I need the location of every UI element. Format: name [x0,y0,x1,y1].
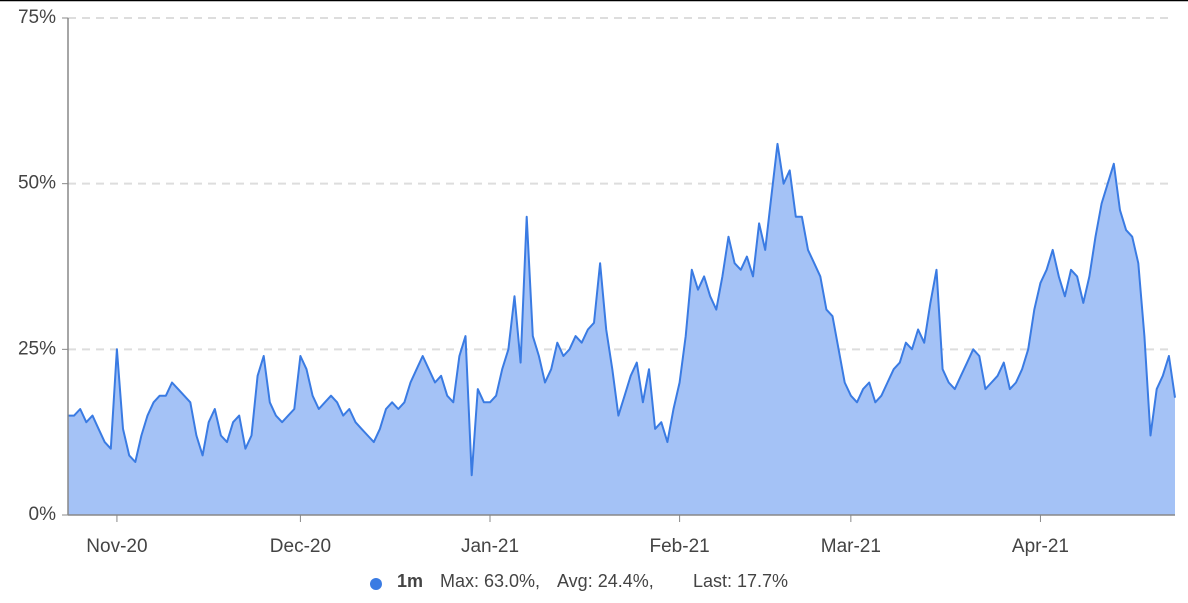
x-tick-label: Feb-21 [650,536,710,557]
legend-stat: Avg: 24.4%, [557,571,654,591]
line [68,142,1176,477]
y-tick-label: 75% [18,7,56,28]
legend-marker [370,578,382,590]
area [68,143,1175,515]
y-tick-label: 25% [18,338,56,359]
legend-label: 1m [397,571,423,591]
y-tick-label: 0% [29,504,57,525]
x-tick-label: Dec-20 [270,536,331,557]
x-tick-label: Mar-21 [821,536,881,557]
x-tick-label: Jan-21 [461,536,519,557]
x-tick-label: Nov-20 [86,536,147,557]
legend-stat: Max: 63.0%, [440,571,540,591]
x-tick-label: Apr-21 [1012,536,1069,557]
y-tick-label: 50% [18,173,56,194]
legend-stat: Last: 17.7% [693,571,788,591]
